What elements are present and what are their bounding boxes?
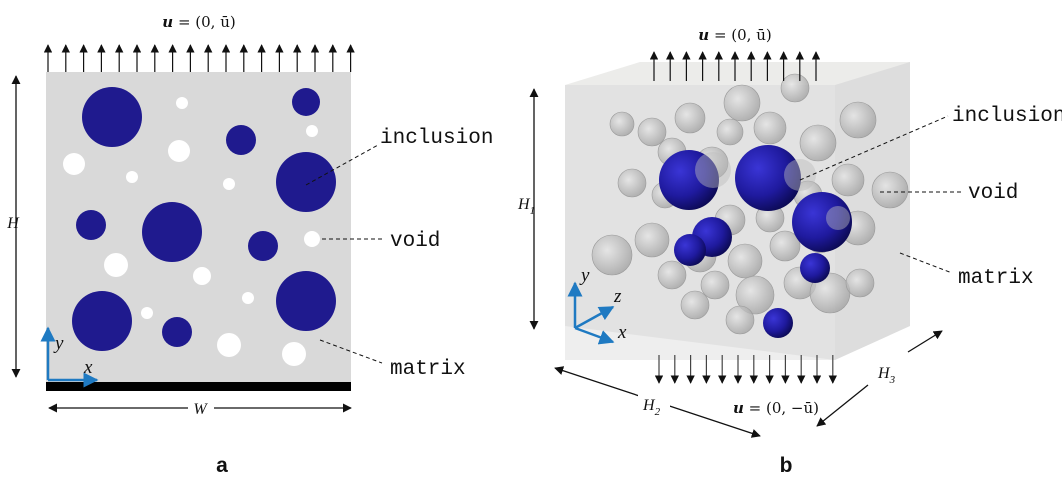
axis-y-label: y bbox=[579, 265, 590, 286]
height-label: H bbox=[6, 215, 20, 232]
label-inclusion: inclusion bbox=[380, 127, 493, 150]
bottom-boundary-condition: u = (0, −ū) bbox=[733, 399, 819, 417]
panel-b: u = (0, ū) u = (0, −ū) H1 H2 H3 y z x in… bbox=[517, 26, 1062, 477]
inclusion-2d bbox=[292, 88, 320, 116]
h3-label: H3 bbox=[877, 365, 896, 386]
void-2d bbox=[176, 97, 188, 109]
void-2d bbox=[282, 342, 306, 366]
void-3d bbox=[769, 230, 801, 262]
void-3d bbox=[591, 234, 633, 276]
void-3d bbox=[725, 305, 755, 335]
void-3d bbox=[637, 117, 667, 147]
inclusion-3d bbox=[800, 253, 830, 283]
void-3d bbox=[674, 102, 706, 134]
void-2d bbox=[306, 125, 318, 137]
label-void: void bbox=[968, 182, 1018, 205]
void-overlay bbox=[695, 152, 731, 188]
inclusion-2d bbox=[162, 317, 192, 347]
inclusion-2d bbox=[276, 152, 336, 212]
void-3d bbox=[680, 290, 710, 320]
void-overlay bbox=[826, 206, 850, 230]
label-matrix: matrix bbox=[958, 267, 1034, 290]
void-2d bbox=[168, 140, 190, 162]
h1-label: H1 bbox=[517, 196, 535, 217]
axis-x-label: x bbox=[617, 322, 627, 343]
void-3d bbox=[634, 222, 670, 258]
void-2d bbox=[223, 178, 235, 190]
void-2d bbox=[217, 333, 241, 357]
label-inclusion: inclusion bbox=[952, 105, 1062, 128]
inclusions-3d bbox=[659, 145, 852, 338]
axes-3d: y z x bbox=[567, 265, 627, 345]
bottom-support bbox=[46, 382, 351, 391]
box-top-face bbox=[565, 62, 910, 85]
axis-y-label: y bbox=[53, 333, 64, 354]
void-3d bbox=[839, 101, 877, 139]
top-load-arrows bbox=[43, 44, 355, 72]
void-2d bbox=[141, 307, 153, 319]
inclusion-2d bbox=[248, 231, 278, 261]
void-3d bbox=[609, 111, 635, 137]
inclusion-2d bbox=[72, 291, 132, 351]
void-2d bbox=[193, 267, 211, 285]
void-2d bbox=[63, 153, 85, 175]
void-3d bbox=[735, 275, 775, 315]
axis-x-label: x bbox=[83, 357, 93, 378]
void-3d bbox=[871, 171, 909, 209]
inclusion-2d bbox=[76, 210, 106, 240]
void-3d bbox=[753, 111, 787, 145]
width-label: W bbox=[193, 401, 208, 418]
void-3d bbox=[799, 124, 837, 162]
matrix-leader bbox=[899, 252, 953, 274]
top-boundary-condition: u = (0, ū) bbox=[162, 13, 235, 31]
axes-2d: y x bbox=[40, 326, 99, 388]
panel-a: u = (0, ū) H W y x inclusion void matrix… bbox=[6, 13, 493, 477]
void-3d bbox=[617, 168, 647, 198]
inclusion-3d bbox=[763, 308, 793, 338]
inclusion-2d bbox=[276, 271, 336, 331]
inclusion-3d bbox=[792, 192, 852, 252]
void-3d bbox=[723, 84, 761, 122]
void-2d bbox=[126, 171, 138, 183]
void-3d bbox=[700, 270, 730, 300]
panel-a-label: a bbox=[216, 454, 228, 477]
h3-dimension-lower bbox=[816, 384, 869, 427]
panel-b-label: b bbox=[780, 454, 793, 477]
void-3d bbox=[845, 268, 875, 298]
void-2d bbox=[104, 253, 128, 277]
void-3d bbox=[716, 118, 744, 146]
inclusion-3d bbox=[674, 234, 706, 266]
void-overlay bbox=[784, 159, 816, 191]
label-matrix: matrix bbox=[390, 358, 466, 381]
h2-label: H2 bbox=[642, 397, 661, 418]
inclusion-2d bbox=[82, 87, 142, 147]
inclusion-3d bbox=[659, 150, 719, 210]
top-load-arrows bbox=[649, 51, 821, 81]
void-3d bbox=[727, 243, 763, 279]
top-boundary-condition: u = (0, ū) bbox=[698, 26, 771, 44]
void-3d bbox=[831, 163, 865, 197]
h3-dimension-upper bbox=[907, 330, 943, 353]
inclusion-leader bbox=[799, 115, 949, 181]
particles-2d bbox=[63, 87, 336, 366]
void-3d bbox=[657, 260, 687, 290]
inclusion-2d bbox=[226, 125, 256, 155]
inclusion-3d bbox=[735, 145, 801, 211]
inclusion-2d bbox=[142, 202, 202, 262]
void-3d bbox=[780, 73, 810, 103]
void-2d bbox=[304, 231, 320, 247]
label-void: void bbox=[390, 230, 440, 253]
void-2d bbox=[242, 292, 254, 304]
axis-z-label: z bbox=[613, 286, 622, 307]
